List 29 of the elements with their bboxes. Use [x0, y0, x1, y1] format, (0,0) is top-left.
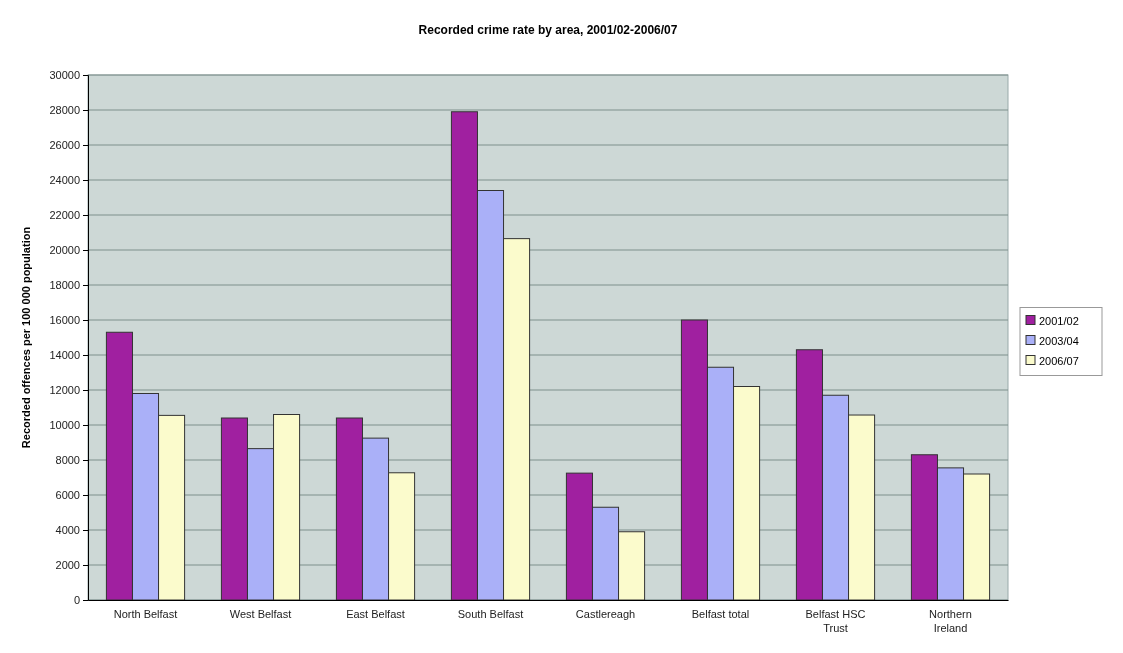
y-tick-label: 8000: [55, 454, 80, 467]
x-tick-label: West Belfast: [229, 608, 292, 620]
y-tick-label: 4000: [55, 524, 80, 537]
x-tick-label: Belfast HSC Trust: [805, 608, 866, 634]
y-tick-label: 16000: [49, 314, 80, 327]
y-tick-label: 18000: [49, 279, 80, 292]
y-tick-label: 10000: [49, 419, 80, 432]
y-tick-label: 30000: [49, 69, 80, 82]
x-tick-label: Belfast total: [691, 608, 750, 620]
x-tick-label: East Belfast: [346, 608, 405, 620]
legend-label: 2003/04: [1039, 334, 1079, 347]
y-tick-label: 26000: [49, 139, 80, 152]
chart-title: Recorded crime rate by area, 2001/02-2006/07: [418, 23, 678, 37]
legend-label: 2001/02: [1039, 314, 1079, 327]
y-tick-label: 22000: [49, 209, 80, 222]
x-tick-label: Northern Ireland: [929, 608, 972, 634]
y-axis-title: Recorded offences per 100 000 population: [20, 226, 32, 449]
x-tick-label: South Belfast: [457, 608, 524, 620]
y-tick-label: 24000: [49, 174, 80, 187]
y-tick-label: 2000: [55, 559, 80, 572]
y-tick-label: 14000: [49, 349, 80, 362]
y-tick-label: 6000: [55, 489, 80, 502]
y-tick-label: 28000: [49, 104, 80, 117]
x-tick-label: Castlereagh: [575, 608, 636, 620]
y-tick-label: 0: [73, 594, 80, 607]
legend-label: 2006/07: [1039, 354, 1079, 367]
y-tick-label: 20000: [49, 244, 80, 257]
y-tick-label: 12000: [49, 384, 80, 397]
x-tick-label: North Belfast: [113, 608, 178, 620]
